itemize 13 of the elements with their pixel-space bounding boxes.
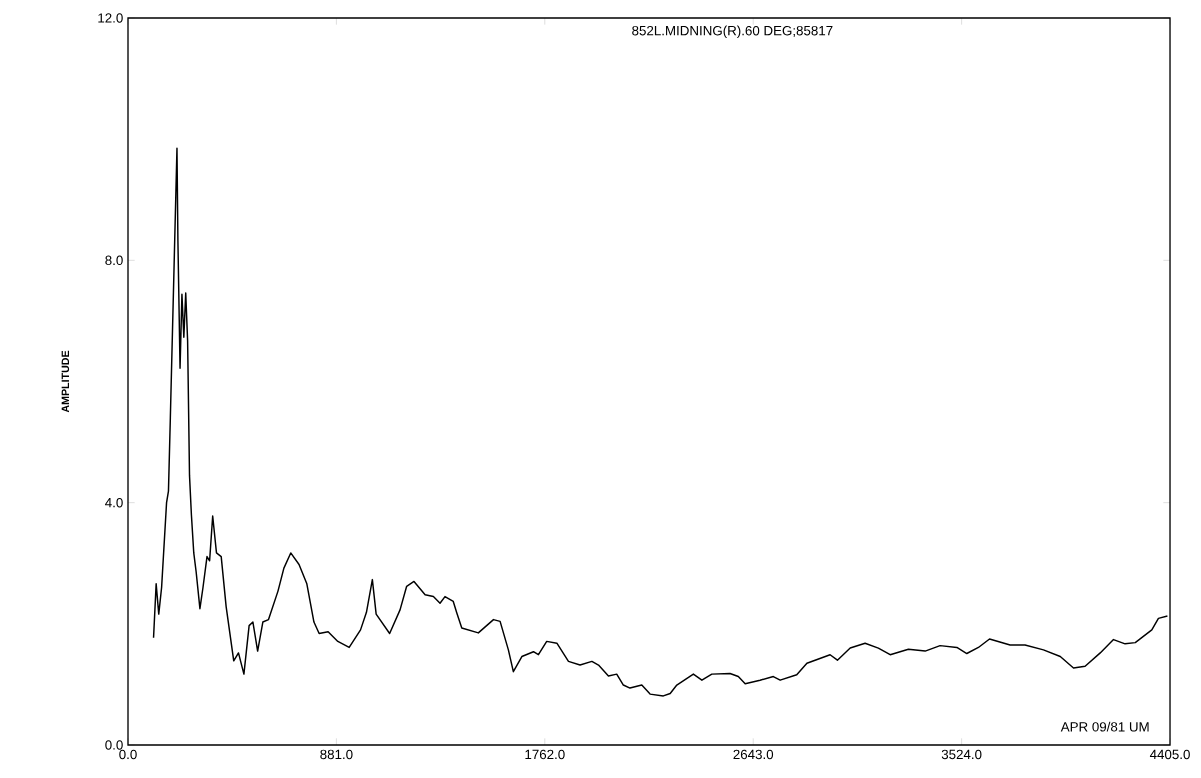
x-tick-label: 0.0 [119, 749, 137, 760]
y-tick-label: 8.0 [105, 255, 123, 266]
annotation: APR 09/81 UM [1060, 721, 1149, 732]
x-tick-label: 1762.0 [525, 749, 565, 760]
y-tick-label: 4.0 [105, 497, 123, 508]
x-tick-label: 881.0 [320, 749, 353, 760]
x-tick-label: 3524.0 [941, 749, 982, 760]
y-tick-label: 12.0 [98, 13, 123, 23]
x-tick-label: 2643.0 [733, 749, 774, 760]
text: 852L.MIDNING(R).60 DEG;85817 [632, 25, 833, 39]
y-tick-label: 0.0 [105, 740, 123, 750]
x-tick-label: 4405.0 [1149, 749, 1190, 760]
y-axis-title: AMPLITUDE [61, 350, 70, 413]
